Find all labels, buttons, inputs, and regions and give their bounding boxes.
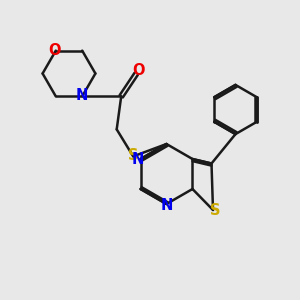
Text: N: N (132, 152, 144, 166)
Text: S: S (128, 148, 139, 163)
Text: O: O (48, 43, 61, 58)
Text: O: O (132, 63, 145, 78)
Text: S: S (210, 203, 220, 218)
Text: N: N (160, 198, 173, 213)
Text: N: N (76, 88, 88, 103)
